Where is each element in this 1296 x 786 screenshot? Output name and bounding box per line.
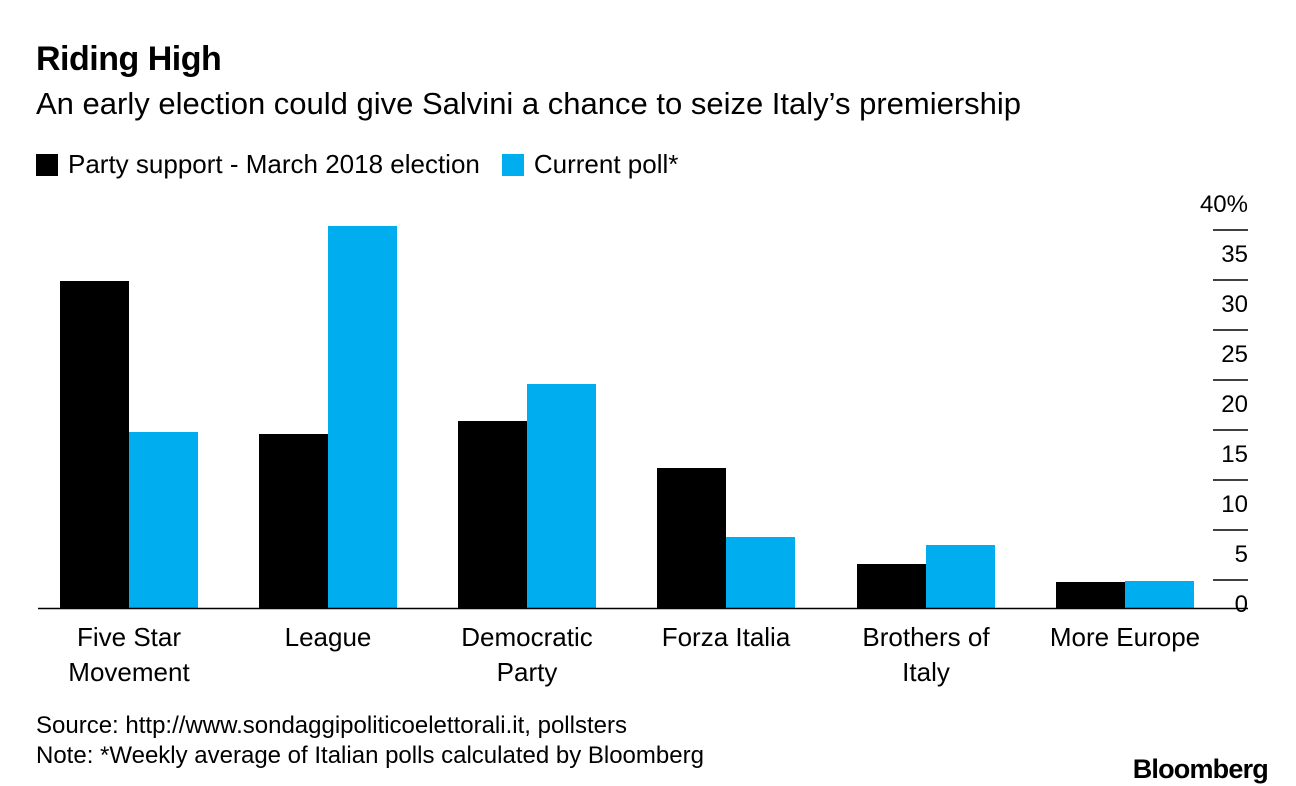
x-category-label: Democratic	[461, 622, 592, 652]
bar-current-poll	[129, 432, 198, 608]
y-tick-label: 15	[1221, 441, 1248, 468]
bar-current-poll	[926, 545, 995, 608]
bar-current-poll	[726, 537, 795, 608]
bar-current-poll	[1125, 581, 1194, 608]
bar-2018-election	[458, 421, 527, 608]
x-category-label: Five Star	[77, 622, 181, 652]
y-tick-label: 5	[1235, 541, 1248, 568]
y-tick-label: 20	[1221, 391, 1248, 418]
bar-2018-election	[1056, 582, 1125, 608]
chart-subtitle: An early election could give Salvini a c…	[36, 86, 1022, 121]
chart-title: Riding High	[36, 40, 222, 78]
legend-label-current: Current poll*	[533, 149, 679, 179]
legend: Party support - March 2018 election Curr…	[36, 149, 700, 180]
bloomberg-logo: Bloomberg	[1132, 754, 1269, 784]
legend-item-current: Current poll*	[501, 149, 679, 180]
y-tick-label: 40%	[1200, 191, 1248, 218]
bar-current-poll	[328, 226, 397, 608]
x-category-label: Party	[497, 657, 558, 687]
legend-label-2018: Party support - March 2018 election	[68, 149, 480, 179]
x-category-label: Italy	[902, 657, 950, 687]
legend-swatch-current	[501, 153, 524, 176]
bar-current-poll	[527, 384, 596, 608]
source-note: Source: http://www.sondaggipoliticoelett…	[36, 712, 627, 739]
footnote: Note: *Weekly average of Italian polls c…	[36, 742, 704, 769]
y-tick-label: 25	[1221, 341, 1248, 368]
y-tick-label: 0	[1235, 591, 1248, 618]
y-tick-label: 30	[1221, 291, 1248, 318]
legend-item-2018: Party support - March 2018 election	[36, 149, 480, 180]
x-category-label: Movement	[68, 657, 190, 687]
bar-2018-election	[857, 564, 926, 608]
y-tick-label: 10	[1221, 491, 1248, 518]
x-category-label: Brothers of	[862, 622, 990, 652]
bar-2018-election	[60, 281, 129, 608]
bar-2018-election	[657, 468, 726, 608]
x-category-label: League	[285, 622, 372, 652]
bar-2018-election	[259, 434, 328, 608]
legend-swatch-2018	[36, 153, 58, 176]
y-tick-label: 35	[1221, 241, 1248, 268]
x-category-label: Forza Italia	[662, 622, 791, 652]
x-category-label: More Europe	[1050, 622, 1200, 652]
